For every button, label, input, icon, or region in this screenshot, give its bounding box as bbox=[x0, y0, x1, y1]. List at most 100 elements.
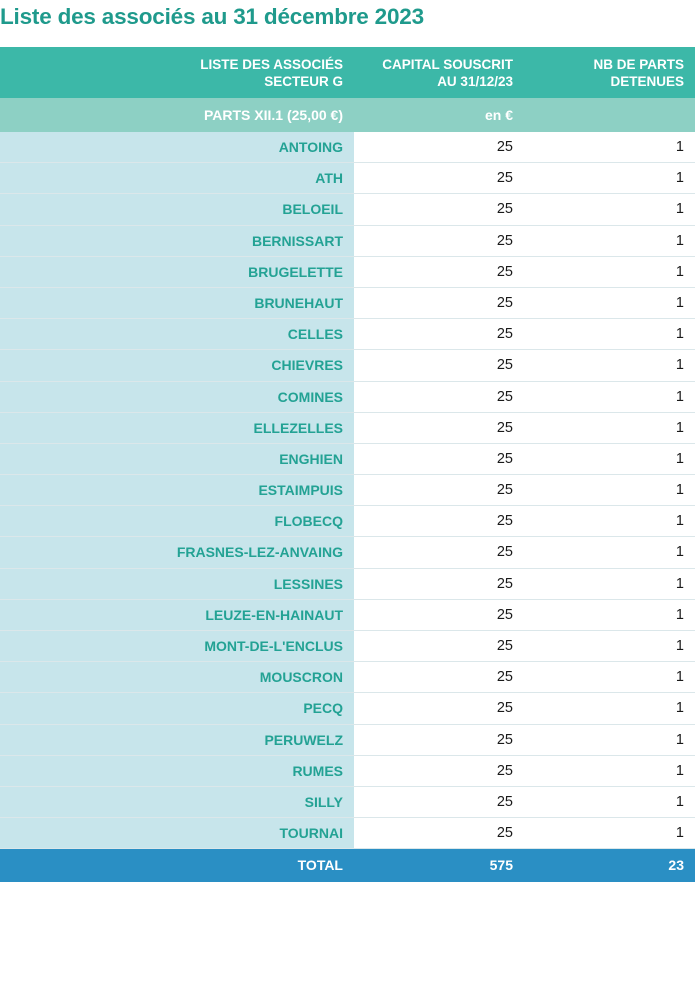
parts-cell: 1 bbox=[524, 724, 695, 755]
associate-name-cell: LESSINES bbox=[0, 568, 354, 599]
parts-cell: 1 bbox=[524, 506, 695, 537]
subheader-parts bbox=[524, 98, 695, 132]
capital-cell: 25 bbox=[354, 194, 524, 225]
table-row: CHIEVRES 25 1 bbox=[0, 350, 695, 382]
table-row: BRUGELETTE 25 1 bbox=[0, 256, 695, 288]
table-row: PECQ 25 1 bbox=[0, 693, 695, 725]
capital-cell: 25 bbox=[354, 631, 524, 662]
page-title: Liste des associés au 31 décembre 2023 bbox=[0, 4, 424, 29]
header-associates-line1: LISTE DES ASSOCIÉS bbox=[200, 57, 343, 72]
capital-cell: 25 bbox=[354, 662, 524, 693]
table-row: SILLY 25 1 bbox=[0, 786, 695, 819]
associate-name-cell: LEUZE-EN-HAINAUT bbox=[0, 599, 354, 630]
capital-cell: 25 bbox=[354, 693, 524, 724]
associate-name-cell: SILLY bbox=[0, 786, 354, 818]
associates-table: LISTE DES ASSOCIÉS SECTEUR G CAPITAL SOU… bbox=[0, 47, 695, 883]
associate-name-cell: ATH bbox=[0, 163, 354, 194]
capital-cell: 25 bbox=[354, 599, 524, 630]
parts-cell: 1 bbox=[524, 755, 695, 786]
parts-cell: 1 bbox=[524, 225, 695, 256]
subheader-unit: en € bbox=[484, 107, 513, 123]
parts-cell: 1 bbox=[524, 443, 695, 475]
table-row: TOURNAI 25 1 bbox=[0, 818, 695, 850]
capital-cell: 25 bbox=[354, 818, 524, 849]
table-row: ESTAIMPUIS 25 1 bbox=[0, 475, 695, 507]
table-header: LISTE DES ASSOCIÉS SECTEUR G CAPITAL SOU… bbox=[0, 47, 695, 98]
header-capital: CAPITAL SOUSCRIT AU 31/12/23 bbox=[354, 47, 524, 98]
header-parts-line1: NB DE PARTS bbox=[593, 57, 684, 72]
table-row: PERUWELZ 25 1 bbox=[0, 724, 695, 756]
parts-cell: 1 bbox=[524, 568, 695, 599]
associate-name-cell: FRASNES-LEZ-ANVAING bbox=[0, 537, 354, 568]
associate-name-cell: ESTAIMPUIS bbox=[0, 475, 354, 506]
capital-cell: 25 bbox=[354, 132, 524, 163]
capital-cell: 25 bbox=[354, 786, 524, 818]
header-capital-line1: CAPITAL SOUSCRIT bbox=[382, 57, 513, 72]
table-row: CELLES 25 1 bbox=[0, 319, 695, 351]
parts-cell: 1 bbox=[524, 194, 695, 225]
table-row: FRASNES-LEZ-ANVAING 25 1 bbox=[0, 537, 695, 569]
associate-name-cell: PERUWELZ bbox=[0, 724, 354, 755]
header-parts: NB DE PARTS DETENUES bbox=[524, 47, 695, 98]
parts-cell: 1 bbox=[524, 599, 695, 630]
table-body: ANTOING 25 1 ATH 25 1 BELOEIL 25 1 BERNISSART 25 1 B… bbox=[0, 132, 695, 850]
associate-name-cell: ELLEZELLES bbox=[0, 412, 354, 443]
associate-name-cell: ENGHIEN bbox=[0, 443, 354, 475]
parts-cell: 1 bbox=[524, 163, 695, 194]
capital-cell: 25 bbox=[354, 475, 524, 506]
capital-cell: 25 bbox=[354, 568, 524, 599]
capital-cell: 25 bbox=[354, 225, 524, 256]
capital-cell: 25 bbox=[354, 381, 524, 412]
capital-cell: 25 bbox=[354, 163, 524, 194]
associate-name-cell: BRUGELETTE bbox=[0, 256, 354, 287]
subheader-category: PARTS XII.1 (25,00 €) bbox=[203, 107, 343, 123]
capital-cell: 25 bbox=[354, 287, 524, 319]
parts-cell: 1 bbox=[524, 818, 695, 849]
associate-name-cell: RUMES bbox=[0, 755, 354, 786]
capital-cell: 25 bbox=[354, 755, 524, 786]
table-row: ATH 25 1 bbox=[0, 163, 695, 195]
header-parts-line2: DETENUES bbox=[610, 74, 684, 89]
table-row: FLOBECQ 25 1 bbox=[0, 506, 695, 538]
associate-name-cell: MONT-DE-L'ENCLUS bbox=[0, 631, 354, 662]
parts-cell: 1 bbox=[524, 256, 695, 287]
table-row: ENGHIEN 25 1 bbox=[0, 443, 695, 476]
table-row: MOUSCRON 25 1 bbox=[0, 662, 695, 694]
parts-cell: 1 bbox=[524, 475, 695, 506]
associate-name-cell: COMINES bbox=[0, 381, 354, 412]
table-row: BRUNEHAUT 25 1 bbox=[0, 287, 695, 320]
table-total-row: TOTAL 575 23 bbox=[0, 849, 695, 883]
parts-cell: 1 bbox=[524, 412, 695, 443]
associate-name-cell: CELLES bbox=[0, 319, 354, 350]
associate-name-cell: PECQ bbox=[0, 693, 354, 724]
associate-name-cell: BERNISSART bbox=[0, 225, 354, 256]
associate-name-cell: FLOBECQ bbox=[0, 506, 354, 537]
total-label: TOTAL bbox=[297, 857, 343, 874]
table-row: BERNISSART 25 1 bbox=[0, 225, 695, 257]
table-row: LEUZE-EN-HAINAUT 25 1 bbox=[0, 599, 695, 631]
capital-cell: 25 bbox=[354, 319, 524, 350]
capital-cell: 25 bbox=[354, 506, 524, 537]
parts-cell: 1 bbox=[524, 631, 695, 662]
parts-cell: 1 bbox=[524, 350, 695, 381]
capital-cell: 25 bbox=[354, 412, 524, 443]
parts-cell: 1 bbox=[524, 786, 695, 818]
capital-cell: 25 bbox=[354, 537, 524, 568]
associate-name-cell: TOURNAI bbox=[0, 818, 354, 849]
capital-cell: 25 bbox=[354, 443, 524, 475]
header-associates: LISTE DES ASSOCIÉS SECTEUR G bbox=[0, 47, 354, 98]
capital-cell: 25 bbox=[354, 724, 524, 755]
capital-cell: 25 bbox=[354, 256, 524, 287]
table-row: LESSINES 25 1 bbox=[0, 568, 695, 600]
total-parts: 23 bbox=[668, 857, 684, 874]
parts-cell: 1 bbox=[524, 381, 695, 412]
table-row: ANTOING 25 1 bbox=[0, 132, 695, 164]
table-subheader: PARTS XII.1 (25,00 €) en € bbox=[0, 98, 695, 132]
table-row: COMINES 25 1 bbox=[0, 381, 695, 413]
parts-cell: 1 bbox=[524, 319, 695, 350]
capital-cell: 25 bbox=[354, 350, 524, 381]
associate-name-cell: MOUSCRON bbox=[0, 662, 354, 693]
parts-cell: 1 bbox=[524, 693, 695, 724]
associate-name-cell: BELOEIL bbox=[0, 194, 354, 225]
parts-cell: 1 bbox=[524, 287, 695, 319]
